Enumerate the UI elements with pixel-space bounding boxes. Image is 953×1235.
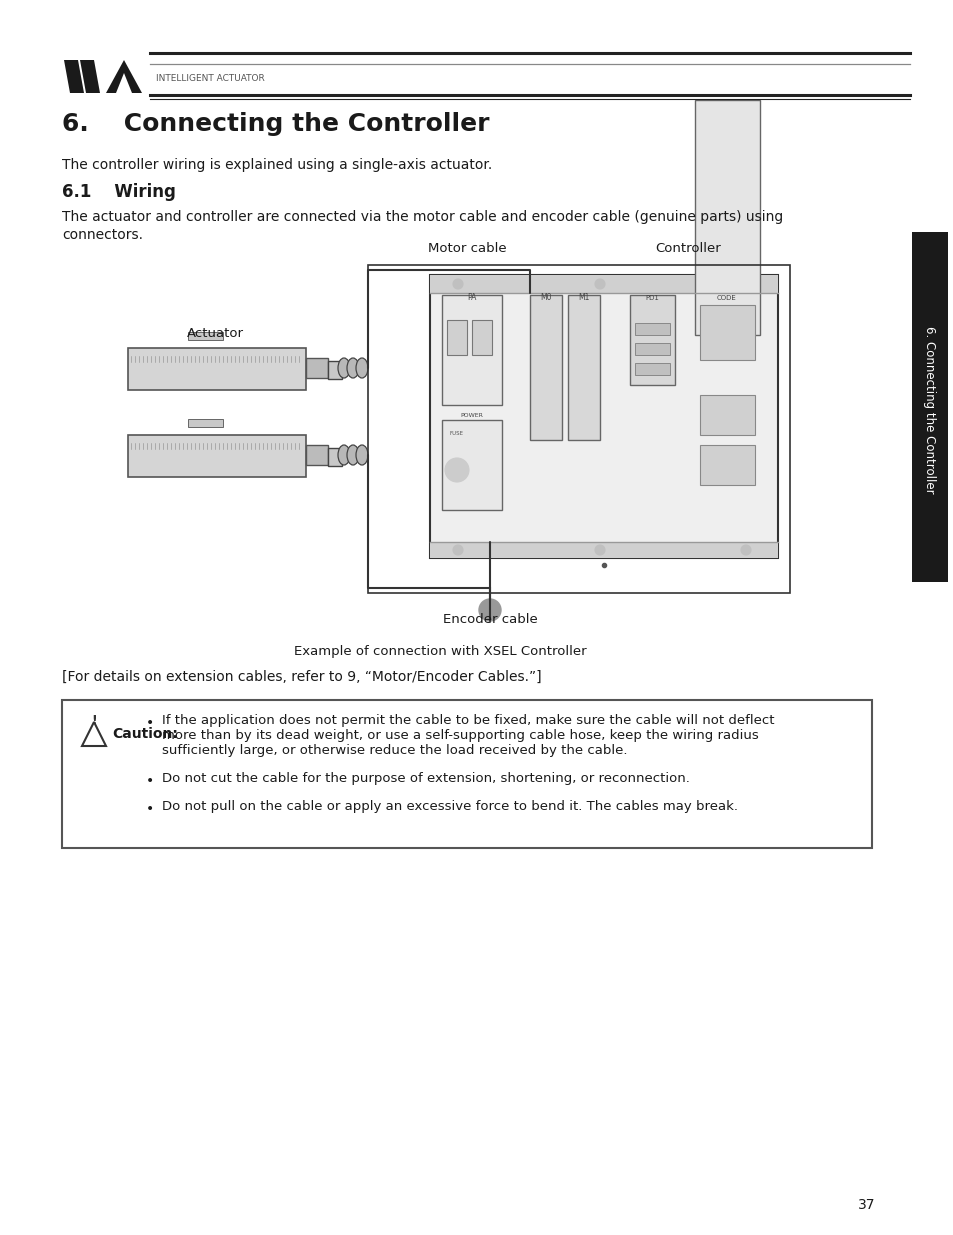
- Text: Motor cable: Motor cable: [427, 242, 506, 254]
- Polygon shape: [64, 61, 84, 93]
- Bar: [530, 295, 561, 440]
- Ellipse shape: [347, 445, 358, 466]
- Text: Do not cut the cable for the purpose of extension, shortening, or reconnection.: Do not cut the cable for the purpose of …: [162, 772, 689, 785]
- Text: INTELLIGENT ACTUATOR: INTELLIGENT ACTUATOR: [156, 74, 265, 83]
- Ellipse shape: [347, 358, 358, 378]
- Text: FUSE: FUSE: [450, 431, 463, 436]
- Bar: [328, 361, 341, 379]
- Text: Encoder cable: Encoder cable: [442, 613, 537, 626]
- Circle shape: [453, 279, 462, 289]
- Circle shape: [740, 545, 750, 555]
- Text: !: !: [91, 714, 97, 727]
- Bar: [306, 358, 328, 378]
- Text: Caution:: Caution:: [112, 727, 177, 741]
- Text: Do not pull on the cable or apply an excessive force to bend it. The cables may : Do not pull on the cable or apply an exc…: [162, 800, 738, 813]
- Bar: [430, 542, 778, 558]
- Polygon shape: [106, 61, 142, 93]
- Text: POWER: POWER: [460, 412, 483, 417]
- Bar: [188, 332, 223, 340]
- Circle shape: [740, 279, 750, 289]
- Bar: [328, 448, 341, 466]
- Bar: [62, 700, 871, 848]
- Text: 37: 37: [858, 1198, 875, 1212]
- Circle shape: [595, 545, 604, 555]
- Bar: [635, 343, 669, 354]
- Bar: [441, 420, 501, 510]
- Circle shape: [478, 599, 500, 621]
- Text: The controller wiring is explained using a single-axis actuator.: The controller wiring is explained using…: [62, 158, 492, 172]
- Text: •: •: [146, 802, 154, 816]
- Polygon shape: [80, 61, 100, 93]
- Circle shape: [595, 279, 604, 289]
- Text: connectors.: connectors.: [62, 228, 143, 242]
- Bar: [430, 275, 778, 558]
- Circle shape: [453, 545, 462, 555]
- Bar: [700, 305, 754, 359]
- Bar: [700, 395, 754, 435]
- Bar: [629, 295, 675, 385]
- Text: 6. Connecting the Controller: 6. Connecting the Controller: [923, 326, 936, 494]
- Text: 6.1    Wiring: 6.1 Wiring: [62, 183, 175, 201]
- Bar: [635, 363, 669, 375]
- Ellipse shape: [355, 445, 368, 466]
- Text: M1: M1: [578, 293, 589, 303]
- Text: •: •: [146, 716, 154, 730]
- Text: The actuator and controller are connected via the motor cable and encoder cable : The actuator and controller are connecte…: [62, 210, 782, 224]
- Bar: [567, 295, 599, 440]
- Text: •: •: [146, 774, 154, 788]
- Ellipse shape: [337, 445, 350, 466]
- Circle shape: [444, 458, 469, 482]
- Bar: [430, 275, 778, 293]
- Text: PA: PA: [467, 293, 476, 303]
- Bar: [447, 320, 467, 354]
- Bar: [128, 435, 306, 477]
- Bar: [695, 100, 760, 335]
- Text: Controller: Controller: [655, 242, 720, 254]
- Bar: [441, 295, 501, 405]
- Bar: [128, 348, 306, 390]
- Text: Actuator: Actuator: [186, 327, 243, 340]
- Text: M0: M0: [539, 293, 551, 303]
- Bar: [188, 419, 223, 427]
- Text: CODE: CODE: [717, 295, 736, 301]
- Text: If the application does not permit the cable to be fixed, make sure the cable wi: If the application does not permit the c…: [162, 714, 774, 757]
- Ellipse shape: [337, 358, 350, 378]
- Bar: [700, 445, 754, 485]
- Bar: [306, 445, 328, 466]
- Bar: [911, 232, 947, 582]
- Bar: [472, 320, 492, 354]
- Text: [For details on extension cables, refer to 9, “Motor/Encoder Cables.”]: [For details on extension cables, refer …: [62, 671, 541, 684]
- Text: PD1: PD1: [644, 295, 659, 301]
- Ellipse shape: [355, 358, 368, 378]
- Bar: [635, 324, 669, 335]
- Text: 6.    Connecting the Controller: 6. Connecting the Controller: [62, 112, 489, 136]
- Bar: [368, 266, 789, 593]
- Text: Example of connection with XSEL Controller: Example of connection with XSEL Controll…: [294, 645, 586, 658]
